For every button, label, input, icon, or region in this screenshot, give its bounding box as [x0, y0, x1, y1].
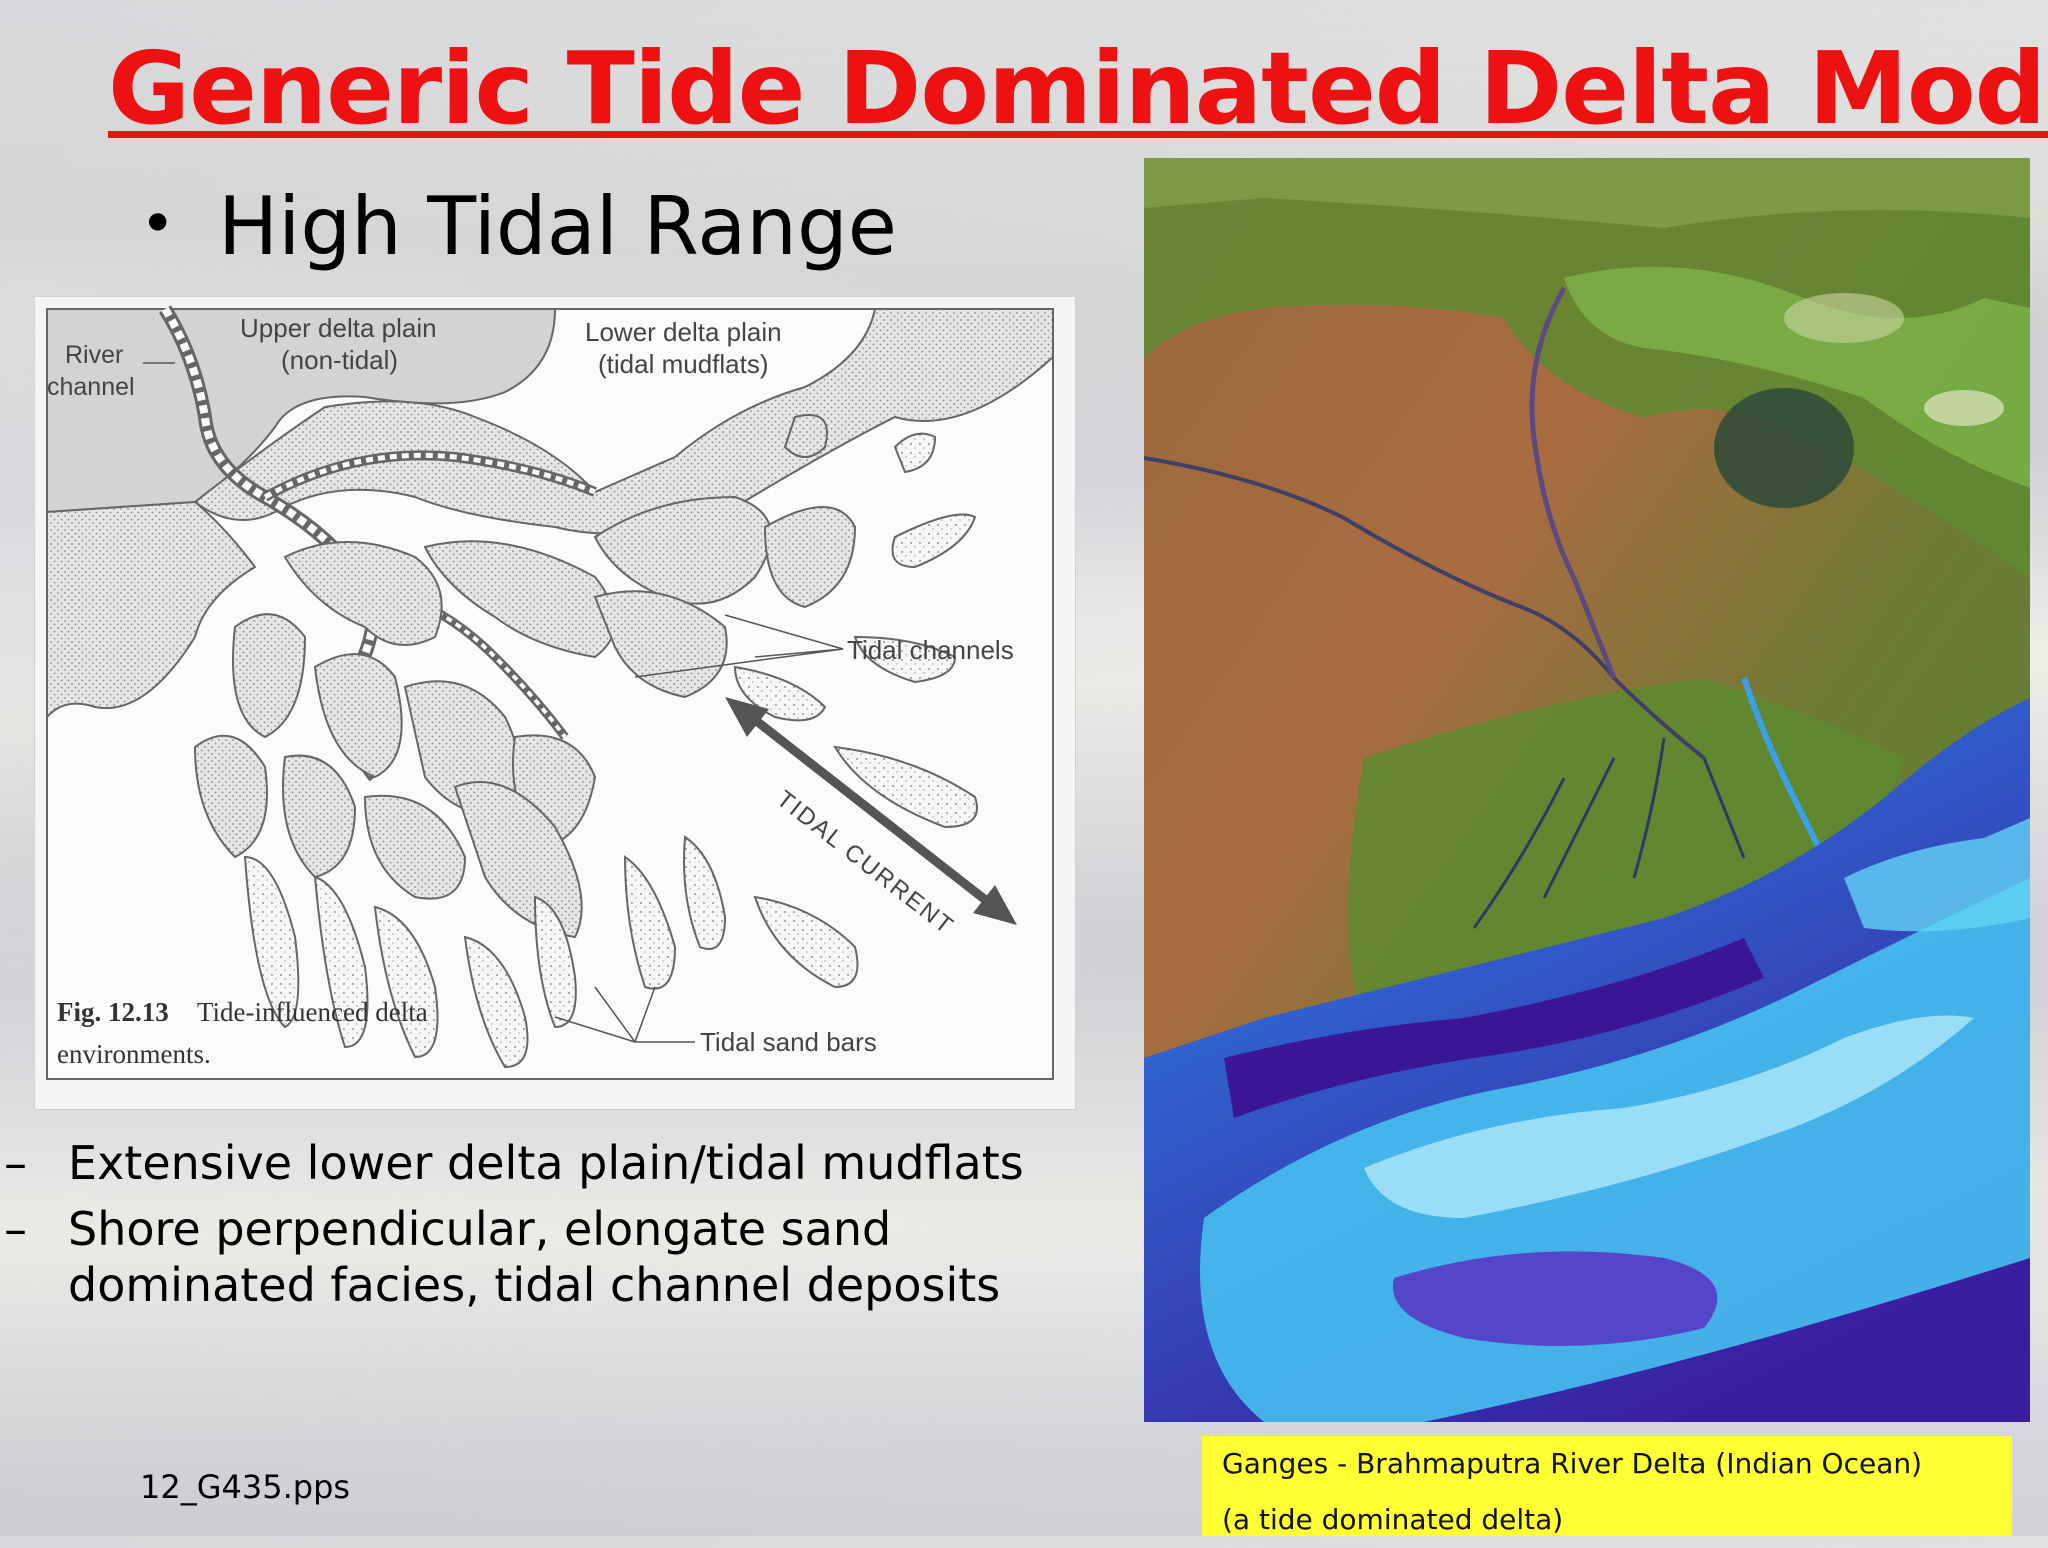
tidal-current-arrow — [725, 697, 1017, 925]
island — [232, 613, 307, 739]
main-bullet: • High Tidal Range — [140, 180, 897, 273]
sub-bullet-list: – Extensive lower delta plain/tidal mudf… — [0, 1135, 1100, 1323]
sand-bar — [373, 905, 439, 1059]
sand-bar — [853, 635, 957, 684]
island — [193, 734, 268, 859]
sand-bar — [313, 875, 369, 1049]
figure-caption: Tide-influenced delta — [197, 997, 428, 1027]
island — [423, 540, 616, 659]
figure-caption-line2: environments. — [57, 1039, 211, 1069]
dash-marker: – — [4, 1136, 27, 1190]
sand-bar — [891, 513, 977, 569]
upper-delta-plain — [46, 308, 557, 514]
sand-bar — [533, 895, 577, 1029]
file-name: 12_G435.pps — [140, 1468, 351, 1506]
delta-diagram-svg: River channel Upper delta plain (non-tid… — [46, 305, 1054, 1080]
sub-bullet: – Extensive lower delta plain/tidal mudf… — [0, 1135, 1100, 1191]
caption-line-2: (a tide dominated delta) — [1222, 1503, 1564, 1536]
sand-bar — [683, 835, 727, 950]
sand-bar — [833, 745, 978, 829]
lower-delta-plain — [193, 308, 1054, 535]
island — [593, 590, 728, 699]
sand-bar — [753, 895, 859, 989]
label-tidal-channels: Tidal channels — [847, 635, 1014, 665]
label-lower-plain-sub: (tidal mudflats) — [598, 349, 769, 379]
island — [593, 495, 772, 605]
slide-title: Generic Tide Dominated Delta Model — [108, 30, 2048, 147]
label-upper-plain: Upper delta plain — [240, 313, 437, 343]
label-channel: channel — [47, 373, 135, 401]
label-river: River — [65, 341, 123, 369]
sand-bar — [463, 935, 529, 1069]
sub-bullet-text: Shore perpendicular, elongate sand domin… — [68, 1202, 1001, 1312]
label-upper-plain-sub: (non-tidal) — [281, 345, 398, 375]
dash-marker: – — [4, 1202, 27, 1256]
island — [283, 541, 443, 646]
satellite-image — [1144, 158, 2030, 1422]
left-mudflat — [46, 500, 257, 720]
sand-bar — [733, 665, 827, 722]
figure-number: Fig. 12.13 — [57, 997, 169, 1027]
sub-bullet-text: Extensive lower delta plain/tidal mudfla… — [68, 1136, 1024, 1190]
bullet-dot: • — [140, 189, 176, 259]
island — [363, 794, 467, 900]
label-tidal-sand-bars: Tidal sand bars — [700, 1027, 877, 1057]
delta-diagram: River channel Upper delta plain (non-tid… — [34, 296, 1076, 1110]
label-lower-plain: Lower delta plain — [585, 317, 782, 347]
island — [763, 506, 857, 609]
island — [282, 754, 357, 879]
main-bullet-text: High Tidal Range — [218, 180, 897, 273]
image-caption: Ganges - Brahmaputra River Delta (Indian… — [1202, 1436, 2012, 1536]
sub-bullet: – Shore perpendicular, elongate sand dom… — [0, 1201, 1100, 1313]
sand-bar — [623, 855, 677, 990]
satellite-image-svg — [1144, 158, 2030, 1422]
island — [313, 653, 403, 779]
caption-line-1: Ganges - Brahmaputra River Delta (Indian… — [1222, 1447, 1923, 1480]
island — [453, 781, 583, 939]
sand-bar — [243, 855, 300, 1029]
